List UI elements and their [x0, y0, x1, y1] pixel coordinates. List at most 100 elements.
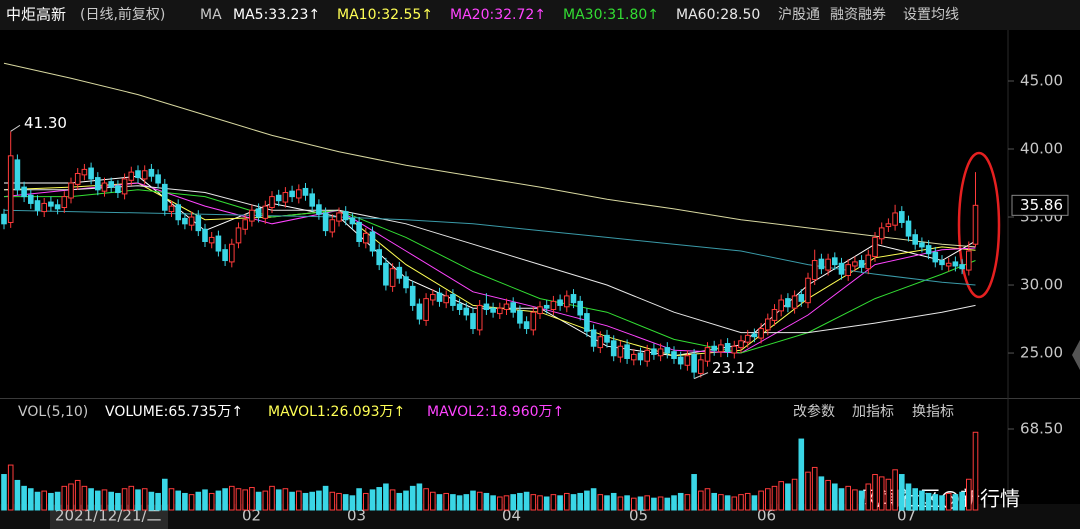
- candle-body: [845, 264, 852, 277]
- volume-bar: [939, 495, 945, 511]
- highlight-ellipse: [957, 151, 1001, 299]
- ma-label: MA60:28.50: [676, 7, 760, 23]
- volume-bar: [1, 474, 7, 511]
- candle-body: [892, 212, 898, 226]
- volume-bar: [724, 495, 731, 511]
- volume-bar: [617, 496, 624, 511]
- candle-body: [215, 235, 222, 252]
- candle-body: [229, 243, 235, 263]
- candle-body: [791, 295, 798, 309]
- volume-bar: [74, 479, 81, 511]
- candle-body: [604, 334, 610, 343]
- volume-bar: [383, 483, 389, 511]
- volume-bar: [497, 496, 503, 511]
- stock-name: 中炬高新: [6, 6, 66, 24]
- candle-body: [832, 257, 838, 266]
- candle-body: [255, 208, 262, 218]
- candle-body: [624, 344, 630, 359]
- volume-bar: [182, 492, 188, 511]
- candle-body: [939, 260, 945, 266]
- volume-bar: [456, 495, 463, 511]
- ma-line: [4, 185, 976, 334]
- candle-body: [316, 204, 322, 215]
- volume-bar: [711, 492, 718, 511]
- candle-body: [456, 303, 463, 311]
- candle-body: [584, 313, 590, 332]
- header-bar: [0, 0, 1080, 30]
- candle-body: [54, 204, 61, 210]
- candle-body: [302, 187, 309, 196]
- volume-bar: [7, 464, 14, 511]
- header-button[interactable]: 融资融券: [830, 7, 886, 23]
- volume-bar: [363, 492, 369, 511]
- annotation: 41.30: [24, 114, 67, 132]
- candle-body: [430, 294, 436, 301]
- volume-bar: [610, 492, 617, 511]
- candle-body: [838, 262, 845, 275]
- volume-bar: [121, 488, 128, 511]
- volume-bar: [28, 488, 34, 511]
- candle-body: [208, 236, 215, 244]
- volume-bar: [597, 494, 604, 511]
- volume-bar: [644, 495, 651, 511]
- candle-body: [141, 170, 148, 180]
- ma-line: [3, 62, 976, 248]
- candle-body: [758, 328, 764, 339]
- indicator-button[interactable]: 加指标: [852, 404, 894, 420]
- volume-bar: [14, 479, 21, 511]
- volume-bar: [48, 492, 54, 511]
- header-button[interactable]: 设置均线: [903, 7, 959, 23]
- candle-body: [195, 215, 202, 232]
- candle-body: [771, 309, 778, 321]
- volume-bar: [235, 488, 242, 511]
- candle-body: [74, 172, 81, 185]
- volume-bar: [718, 494, 724, 511]
- volume-bar: [115, 492, 121, 511]
- ma-line: [4, 189, 976, 354]
- candle-body: [155, 174, 161, 184]
- candle-body: [778, 299, 785, 312]
- volume-bar: [657, 496, 664, 511]
- volume-bar: [751, 495, 758, 511]
- candle-body: [557, 299, 563, 306]
- volume-bar: [342, 494, 349, 511]
- volume-bar: [141, 488, 148, 511]
- price-tag: [1011, 194, 1069, 216]
- header-button[interactable]: 沪股通: [778, 7, 820, 23]
- candle-body: [731, 345, 738, 354]
- volume-bar: [771, 485, 778, 511]
- candle-body: [510, 302, 516, 313]
- x-tick-label: 04: [502, 507, 521, 525]
- candle-body: [952, 261, 959, 267]
- candle-body: [972, 204, 979, 245]
- volume-bar: [356, 488, 362, 511]
- volume-bar: [296, 490, 302, 511]
- candle-body: [865, 254, 872, 270]
- candle-body: [356, 221, 362, 243]
- candle-body: [222, 249, 228, 262]
- volume-bar: [376, 487, 382, 511]
- indicator-button[interactable]: 改参数: [793, 403, 835, 420]
- volume-bar: [396, 492, 403, 511]
- candle-body: [905, 220, 912, 237]
- volume-bar: [952, 494, 959, 511]
- indicator-button[interactable]: 换指标: [912, 403, 954, 420]
- candle-body: [872, 236, 878, 257]
- volume-bar: [537, 495, 543, 511]
- candle-body: [14, 159, 21, 191]
- volume-bar: [269, 485, 275, 511]
- volume-bar: [523, 491, 530, 511]
- candle-body: [275, 194, 282, 202]
- volume-bar: [577, 492, 584, 511]
- volume-bar: [403, 490, 409, 511]
- volume-bar: [68, 483, 74, 511]
- volume-bar: [865, 483, 872, 511]
- volume-bar: [168, 488, 175, 511]
- candle-body: [135, 170, 141, 179]
- candle-body: [249, 209, 255, 222]
- volume-bar: [262, 490, 269, 511]
- ma-line: [3, 209, 976, 286]
- current-price: 35.86: [1020, 196, 1063, 214]
